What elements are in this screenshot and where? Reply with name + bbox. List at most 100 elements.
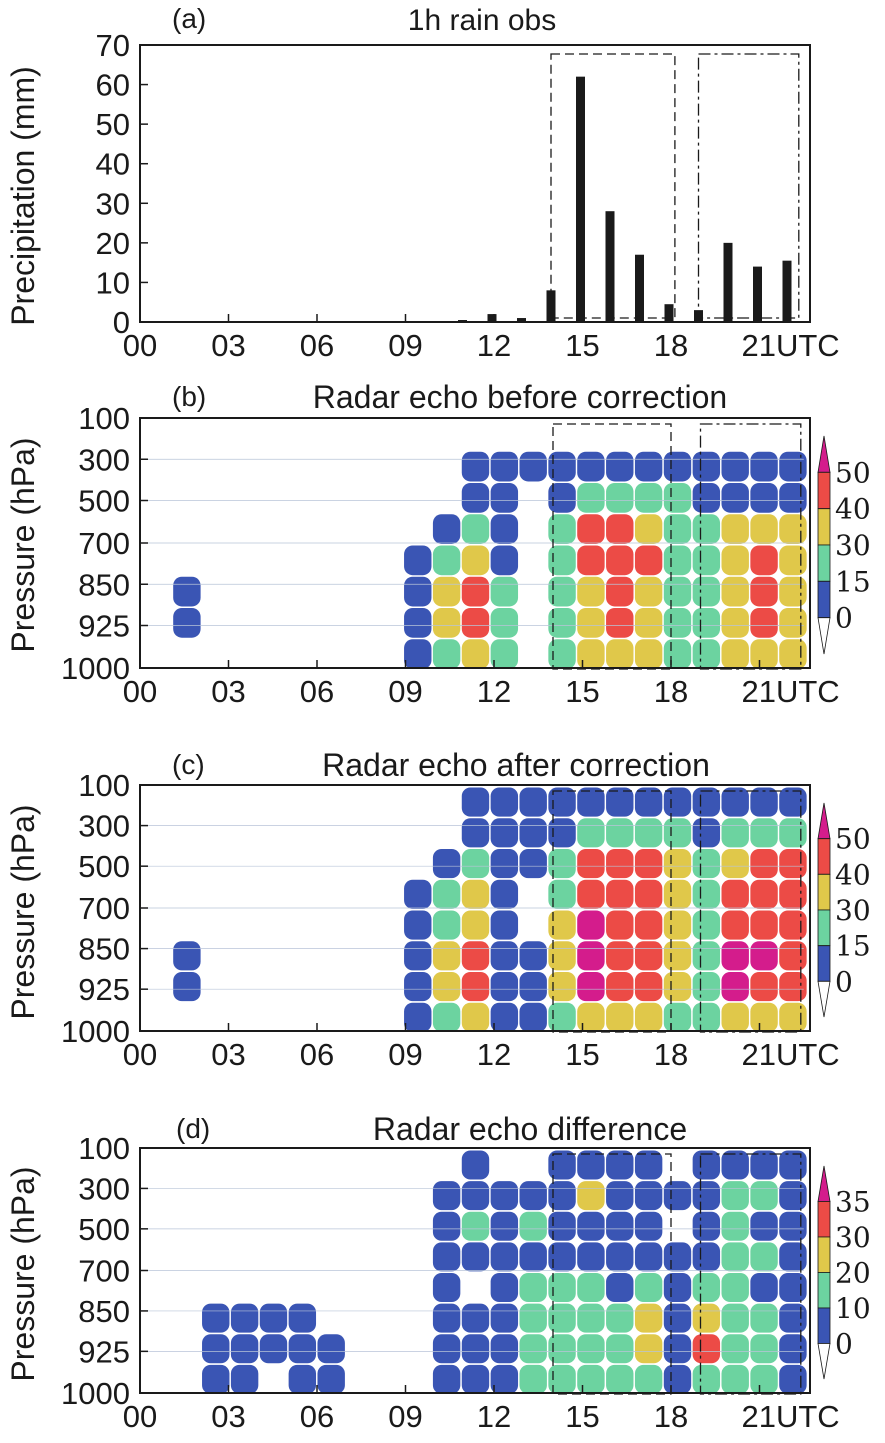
- d-cell: [606, 1303, 634, 1333]
- b-cell: [548, 639, 576, 669]
- d-cell: [779, 1150, 807, 1180]
- d-cell: [634, 1242, 663, 1272]
- d-cell: [779, 1211, 807, 1241]
- c-cell: [490, 879, 519, 909]
- xtick-label: 00: [123, 1037, 157, 1072]
- c-cell: [634, 787, 663, 817]
- a-ytick-label: 30: [96, 186, 130, 221]
- b-cell: [750, 608, 778, 638]
- d-cell: [721, 1211, 749, 1241]
- b-cell: [663, 514, 692, 544]
- d-cell: [490, 1364, 519, 1394]
- panel-d-contours: [140, 1148, 807, 1394]
- xtick-label: 15: [565, 328, 599, 363]
- d-cell: [461, 1181, 490, 1211]
- d-cell: [779, 1364, 807, 1394]
- b-cbar-segment: [817, 435, 831, 473]
- a-bar: [576, 76, 585, 323]
- b-cell: [490, 514, 519, 544]
- panel-c-y-ticks: 100 300 500 700 850 925 1000: [61, 768, 148, 1049]
- b-cell: [663, 451, 692, 482]
- panel-a-y-ticks: 0 10 20 30 40 50 60 70: [96, 28, 148, 340]
- c-cell: [634, 1002, 663, 1032]
- c-cell: [663, 787, 692, 817]
- d-cell: [317, 1334, 345, 1364]
- c-cell: [519, 787, 547, 817]
- c-cell: [663, 879, 692, 909]
- xtick-label: 12: [477, 1037, 511, 1072]
- a-box: [550, 53, 676, 319]
- c-cell: [548, 910, 576, 940]
- c-ytick-label: 100: [78, 768, 130, 803]
- xtick-label: 18: [654, 328, 688, 363]
- xtick-label: 21UTC: [742, 674, 840, 709]
- d-cell: [490, 1211, 519, 1241]
- xtick-label: 00: [123, 674, 157, 709]
- panel-a-ylabel: Precipitation (mm): [5, 66, 41, 326]
- c-cell: [432, 971, 461, 1002]
- d-cell: [750, 1211, 778, 1241]
- d-cell: [721, 1272, 749, 1303]
- b-cell: [548, 483, 576, 513]
- c-cell: [779, 787, 807, 817]
- c-cell: [490, 910, 519, 940]
- b-cell: [606, 514, 634, 544]
- panel-a-frame: [139, 44, 811, 323]
- a-ytick-label: 10: [96, 265, 130, 300]
- b-cbar-label: 0: [835, 602, 853, 635]
- panel-c-label: (c): [172, 749, 205, 780]
- d-cell: [548, 1364, 576, 1394]
- b-cell: [750, 545, 778, 576]
- b-cell: [692, 514, 721, 544]
- d-cell: [490, 1242, 519, 1272]
- b-cbar-segment: [817, 471, 831, 510]
- c-cell: [779, 818, 807, 848]
- b-cell: [548, 608, 576, 638]
- d-cell: [750, 1150, 778, 1180]
- b-cell: [634, 608, 663, 638]
- b-cell: [779, 545, 807, 576]
- d-cell: [432, 1242, 461, 1272]
- c-cell: [692, 818, 721, 848]
- c-cell: [634, 818, 663, 848]
- xtick-label: 09: [388, 1399, 422, 1434]
- d-cell: [779, 1272, 807, 1303]
- c-cell: [750, 941, 778, 971]
- c-cell: [692, 971, 721, 1002]
- b-cbar-segment: [817, 508, 831, 546]
- c-cell: [519, 941, 547, 971]
- d-cell: [721, 1364, 749, 1394]
- c-cell: [750, 818, 778, 848]
- d-cell: [259, 1334, 288, 1364]
- c-cell: [721, 787, 749, 817]
- panel-b-before-correction: (b) Radar echo before correction Pressur…: [5, 379, 871, 709]
- c-cell: [577, 848, 605, 879]
- d-cell: [288, 1303, 317, 1333]
- b-cell: [461, 639, 490, 669]
- b-cell: [577, 639, 605, 669]
- c-cell: [519, 1002, 547, 1032]
- d-cell: [432, 1303, 461, 1333]
- panel-b-y-ticks: 100 300 500 700 850 925 1000: [61, 401, 148, 686]
- b-cell: [721, 545, 749, 576]
- d-ytick-label: 850: [78, 1294, 130, 1329]
- b-cell: [548, 545, 576, 576]
- panel-b-gridlines: [140, 458, 804, 626]
- b-cell: [750, 576, 778, 607]
- c-cell: [750, 848, 778, 879]
- d-cell: [750, 1272, 778, 1303]
- a-ytick-label: 50: [96, 107, 130, 142]
- xtick-label: 15: [565, 674, 599, 709]
- c-cbar-label: 0: [835, 965, 853, 998]
- d-cell: [490, 1334, 519, 1364]
- d-cell: [663, 1364, 692, 1394]
- b-cell: [490, 608, 519, 638]
- b-cell: [490, 483, 519, 513]
- panel-c-contours: [140, 785, 807, 1032]
- xtick-label: 15: [565, 1399, 599, 1434]
- panel-c-after-correction: (c) Radar echo after correction Pressure…: [5, 747, 871, 1072]
- d-cell: [577, 1272, 605, 1303]
- xtick-label: 06: [300, 1399, 334, 1434]
- c-cbar-segment: [817, 873, 831, 911]
